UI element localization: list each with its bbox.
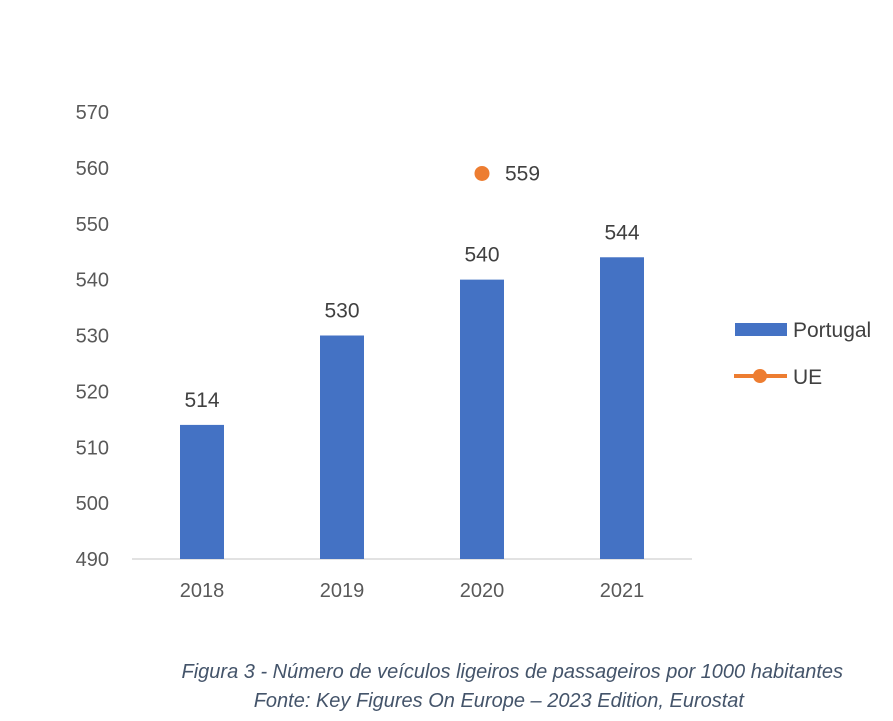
- x-axis: 2018 2019 2020 2021: [180, 580, 645, 602]
- y-tick-label: 490: [76, 549, 109, 571]
- figure-source: Fonte: Key Figures On Europe – 2023 Edit…: [253, 690, 744, 712]
- bar-data-label: 530: [324, 300, 359, 323]
- legend-label-ue: UE: [793, 366, 822, 389]
- bar: [460, 279, 504, 559]
- bar: [600, 257, 644, 559]
- y-tick-label: 570: [76, 102, 109, 124]
- legend-marker-ue: [753, 369, 767, 383]
- y-tick-label: 520: [76, 381, 109, 403]
- x-tick-label: 2020: [460, 580, 505, 602]
- y-axis: 490 500 510 520 530 540 550 560 570: [76, 102, 109, 571]
- y-tick-label: 540: [76, 270, 109, 292]
- x-tick-label: 2018: [180, 580, 225, 602]
- x-tick-label: 2021: [600, 580, 645, 602]
- figure-caption: Figura 3 - Número de veículos ligeiros d…: [181, 661, 843, 683]
- y-tick-label: 510: [76, 437, 109, 459]
- legend: Portugal UE: [734, 319, 871, 389]
- bar-series: 514 530 540 544: [180, 221, 644, 559]
- chart: 490 500 510 520 530 540 550 560 570 2018 2019 2020…: [76, 102, 872, 602]
- ue-data-label: 559: [505, 162, 540, 185]
- legend-swatch-portugal: [735, 323, 787, 336]
- ue-marker: [474, 165, 490, 181]
- bar-data-label: 514: [184, 389, 219, 412]
- y-tick-label: 500: [76, 493, 109, 515]
- y-tick-label: 550: [76, 214, 109, 236]
- bar-data-label: 540: [464, 244, 499, 267]
- bar: [320, 335, 364, 559]
- marker-series: 559: [474, 162, 540, 185]
- bar-data-label: 544: [604, 221, 639, 244]
- y-tick-label: 560: [76, 158, 109, 180]
- x-tick-label: 2019: [320, 580, 365, 602]
- y-tick-label: 530: [76, 326, 109, 348]
- legend-label-portugal: Portugal: [793, 319, 871, 342]
- bar: [180, 424, 224, 559]
